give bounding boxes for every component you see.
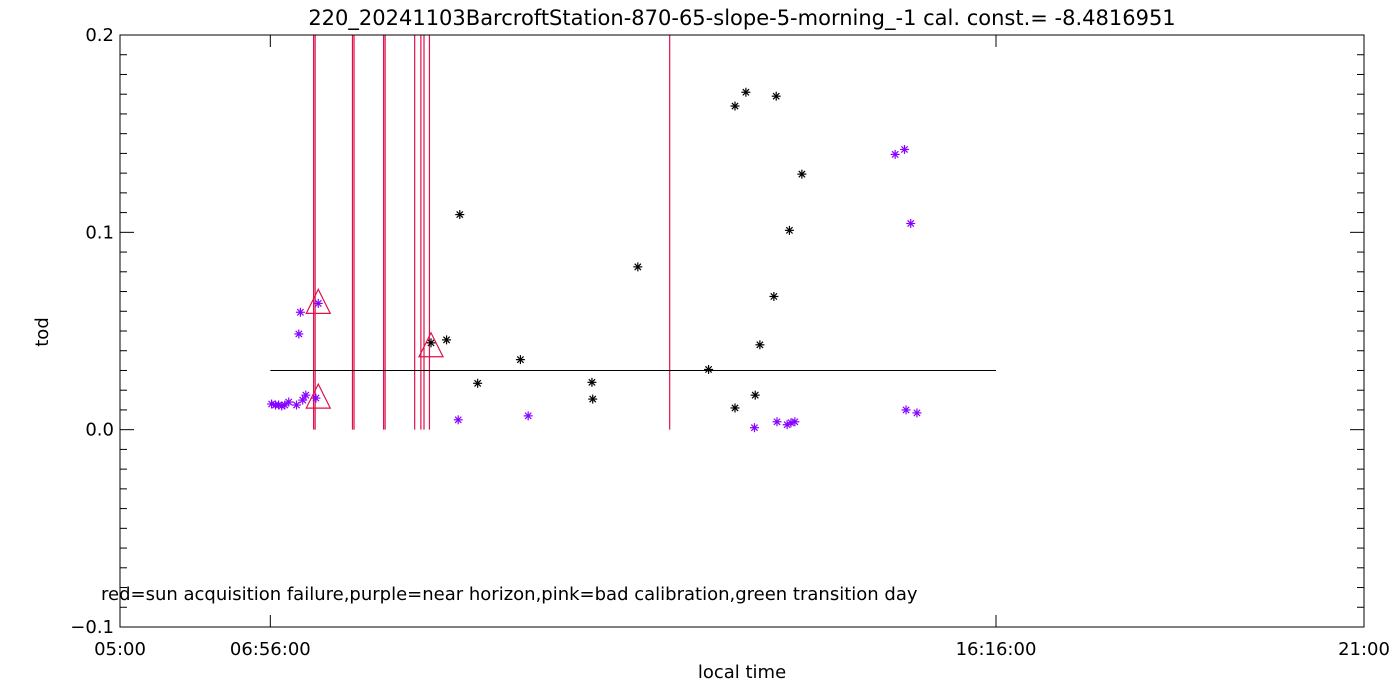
data-point-near-horizon: [453, 415, 463, 425]
data-point: [587, 377, 597, 387]
data-point-near-horizon: [298, 395, 308, 405]
asterisk-stroke: [314, 299, 322, 307]
asterisk-stroke: [731, 404, 739, 412]
data-point-near-horizon: [311, 393, 321, 403]
asterisk-stroke: [427, 339, 435, 347]
data-point: [704, 364, 714, 374]
asterisk-stroke: [913, 409, 921, 417]
data-point: [750, 390, 760, 400]
asterisk-stroke: [442, 336, 451, 344]
asterisk-stroke: [296, 308, 304, 316]
y-tick-label: 0.0: [85, 420, 114, 441]
asterisk-stroke: [907, 219, 915, 228]
asterisk-stroke: [902, 406, 910, 414]
asterisk-stroke: [798, 170, 806, 178]
data-point: [730, 403, 740, 413]
asterisk-stroke: [742, 88, 750, 96]
data-point-near-horizon: [294, 329, 304, 339]
data-point: [771, 91, 781, 101]
data-point: [442, 335, 452, 345]
data-point: [797, 169, 807, 179]
y-tick-label: −0.1: [70, 617, 114, 638]
asterisk-stroke: [756, 341, 764, 349]
y-axis-label: tod: [32, 317, 53, 347]
asterisk-stroke: [588, 378, 596, 386]
data-point-near-horizon: [899, 144, 909, 154]
y-tick-label: 0.1: [85, 222, 114, 243]
data-point: [473, 378, 483, 388]
x-tick-label: 05:00: [94, 639, 146, 660]
asterisk-stroke: [773, 418, 781, 426]
data-point-near-horizon: [790, 417, 800, 427]
asterisk-stroke: [292, 401, 301, 409]
data-point-near-horizon: [749, 423, 759, 433]
asterisk-stroke: [704, 365, 713, 374]
asterisk-stroke: [589, 395, 597, 403]
data-point: [588, 394, 598, 404]
data-point: [769, 291, 779, 301]
data-point-near-horizon: [906, 218, 916, 228]
data-point-near-horizon: [901, 405, 911, 415]
data-point: [784, 225, 794, 235]
asterisk-stroke: [454, 416, 462, 424]
asterisk-stroke: [302, 391, 310, 399]
x-tick-label: 06:56:00: [230, 639, 311, 660]
asterisk-stroke: [770, 292, 778, 301]
data-point-near-horizon: [523, 411, 533, 421]
asterisk-stroke: [312, 394, 320, 402]
asterisk-stroke: [281, 401, 289, 409]
asterisk-stroke: [524, 412, 532, 420]
data-point: [741, 87, 751, 97]
failure-marker: [418, 331, 444, 358]
asterisk-stroke: [474, 379, 482, 387]
asterisk-stroke: [785, 226, 794, 234]
data-point-near-horizon: [291, 400, 301, 410]
x-axis-label: local time: [698, 662, 786, 683]
failure-marker: [305, 288, 332, 314]
x-tick-label: 16:16:00: [956, 639, 1037, 660]
data-point-near-horizon: [295, 307, 305, 317]
failure-lines-group: [312, 35, 671, 430]
asterisk-stroke: [900, 145, 909, 154]
tick-labels-group: −0.1 0.0 0.1 0.2 05:00 06:56:00 16:16:00 21:00: [70, 25, 1390, 660]
asterisk-stroke: [750, 424, 759, 432]
plot-frame: [119, 34, 1365, 628]
asterisk-stroke: [516, 356, 524, 364]
data-point: [633, 262, 643, 272]
asterisk-stroke: [731, 102, 739, 110]
asterisk-stroke: [295, 330, 303, 338]
data-point-near-horizon: [313, 298, 323, 308]
y-tick-label: 0.2: [85, 25, 114, 46]
asterisk-stroke: [751, 391, 759, 399]
asterisk-stroke: [634, 263, 642, 271]
asterisk-stroke: [299, 396, 307, 404]
asterisk-stroke: [285, 398, 293, 406]
asterisk-stroke: [268, 400, 276, 408]
failure-markers-group: [305, 288, 444, 409]
data-point: [755, 340, 765, 350]
data-point: [455, 210, 465, 220]
data-point-near-horizon: [912, 408, 922, 418]
data-point-near-horizon: [284, 397, 294, 407]
legend-note: red=sun acquisition failure,purple=near …: [101, 584, 918, 605]
data-point-near-horizon: [890, 149, 900, 159]
asterisk-stroke: [456, 210, 464, 219]
data-point: [426, 338, 436, 348]
data-point-near-horizon: [280, 400, 290, 410]
failure-marker: [305, 382, 332, 409]
data-point: [515, 355, 525, 365]
asterisk-stroke: [275, 401, 283, 409]
data-point: [730, 101, 740, 111]
data-points-group: [267, 87, 922, 433]
asterisk-stroke: [772, 92, 780, 100]
chart-title: 220_20241103BarcroftStation-870-65-slope…: [308, 6, 1175, 31]
x-tick-label: 21:00: [1338, 639, 1390, 660]
axis-ticks-group: [119, 34, 1365, 628]
data-point-near-horizon: [772, 417, 782, 427]
asterisk-stroke: [791, 418, 799, 426]
data-point-near-horizon: [301, 390, 311, 400]
asterisk-stroke: [891, 150, 899, 158]
